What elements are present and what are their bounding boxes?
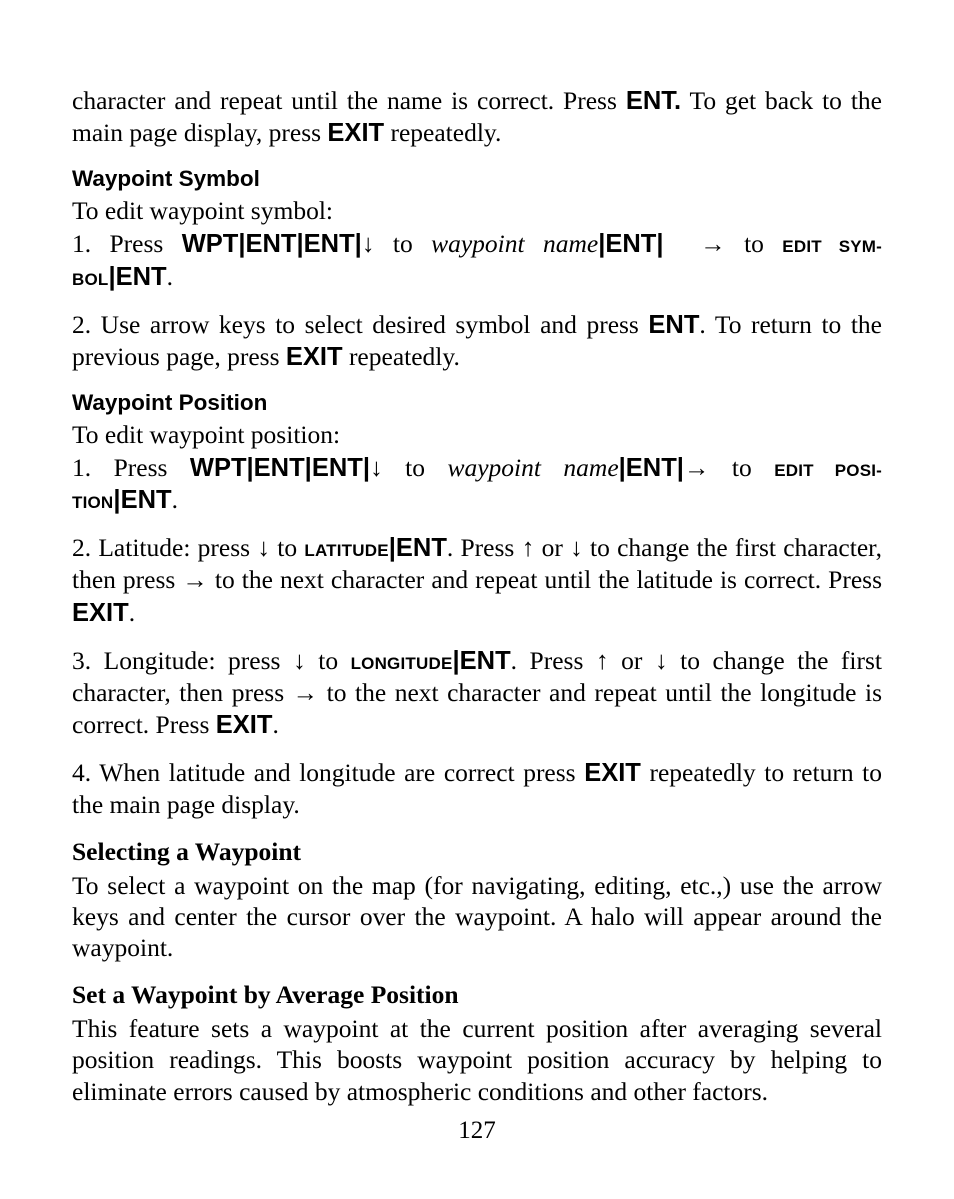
- pipe: |: [656, 230, 663, 258]
- arrow-up-icon: ↑: [596, 647, 609, 675]
- key-ent: ENT: [121, 486, 172, 514]
- arrow-up-icon: ↑: [522, 534, 535, 562]
- menu-latitude: Latitude: [304, 535, 388, 562]
- paragraph-selecting: To select a waypoint on the map (for nav…: [72, 870, 882, 963]
- pipe: |: [389, 534, 396, 562]
- key-ent: ENT: [116, 263, 167, 291]
- menu-edit-symbol-cont: bol: [72, 264, 108, 291]
- heading-waypoint-symbol: Waypoint Symbol: [72, 165, 882, 193]
- key-exit: EXIT: [216, 711, 273, 739]
- page-number: 127: [0, 1117, 954, 1145]
- key-ent: ENT.: [626, 87, 681, 115]
- text-position-intro: To edit waypoint position:: [72, 419, 882, 450]
- key-ent: ENT: [396, 534, 447, 562]
- arrow-right-icon: →: [700, 230, 726, 258]
- key-ent: ENT: [460, 647, 511, 675]
- pipe: |: [677, 454, 684, 482]
- text: 2. Use arrow keys to select desired symb…: [72, 310, 648, 339]
- key-ent: ENT: [312, 454, 363, 482]
- text: 1. Press: [72, 453, 190, 482]
- arrow-down-icon: ↓: [570, 534, 583, 562]
- arrow-down-icon: ↓: [293, 647, 306, 675]
- text: .: [272, 710, 278, 739]
- key-wpt: WPT: [190, 454, 247, 482]
- text: 2. Latitude: press: [72, 533, 257, 562]
- step-position-2: 2. Latitude: press ↓ to Latitude|ENT. Pr…: [72, 532, 882, 628]
- text: to the next character and repeat until t…: [208, 565, 882, 594]
- step-position-1-line1: 1. Press WPT|ENT|ENT|↓ to waypoint name|…: [72, 452, 882, 484]
- key-ent: ENT: [626, 454, 677, 482]
- heading-average-position: Set a Waypoint by Average Position: [72, 979, 882, 1011]
- step-position-3: 3. Longitude: press ↓ to Longitude|ENT. …: [72, 645, 882, 741]
- key-exit: EXIT: [584, 759, 641, 787]
- paragraph-intro: character and repeat until the name is c…: [72, 85, 882, 149]
- key-wpt: WPT: [182, 230, 239, 258]
- menu-edit-position-cont: tion: [72, 487, 113, 514]
- pipe: |: [363, 454, 370, 482]
- arrow-right-icon: →: [684, 454, 710, 482]
- step-symbol-1-line2: bol|ENT.: [72, 261, 882, 293]
- arrow-right-icon: →: [182, 566, 208, 594]
- step-symbol-1-line1: 1. Press WPT|ENT|ENT|↓ to waypoint name|…: [72, 228, 882, 260]
- key-ent: ENT: [304, 230, 355, 258]
- text: 4. When latitude and longitude are corre…: [72, 758, 584, 787]
- pipe: |: [619, 454, 626, 482]
- key-ent: ENT: [254, 454, 305, 482]
- text-waypoint-name: waypoint name: [431, 229, 598, 258]
- pipe: |: [108, 263, 115, 291]
- arrow-down-icon: ↓: [257, 534, 270, 562]
- pipe: |: [113, 486, 120, 514]
- text: 1. Press: [72, 229, 182, 258]
- text: or: [609, 646, 655, 675]
- step-symbol-2: 2. Use arrow keys to select desired symb…: [72, 309, 882, 373]
- pipe: |: [238, 230, 245, 258]
- arrow-down-icon: ↓: [362, 230, 375, 258]
- key-ent: ENT: [648, 311, 699, 339]
- text: 3. Longitude: press: [72, 646, 293, 675]
- text: or: [534, 533, 570, 562]
- text-symbol-intro: To edit waypoint symbol:: [72, 195, 882, 226]
- pipe: |: [355, 230, 362, 258]
- key-ent: ENT: [246, 230, 297, 258]
- menu-edit-position: Edit Posi-: [774, 455, 882, 482]
- pipe: |: [305, 454, 312, 482]
- text: . Press: [447, 533, 522, 562]
- heading-waypoint-position: Waypoint Position: [72, 389, 882, 417]
- key-ent: ENT: [605, 230, 656, 258]
- text: .: [167, 262, 173, 291]
- text: .: [129, 598, 135, 627]
- pipe: |: [453, 647, 460, 675]
- menu-longitude: Longitude: [351, 648, 453, 675]
- text: . Press: [511, 646, 596, 675]
- heading-selecting-waypoint: Selecting a Waypoint: [72, 836, 882, 868]
- text: repeatedly.: [343, 342, 460, 371]
- text: character and repeat until the name is c…: [72, 86, 626, 115]
- pipe: |: [297, 230, 304, 258]
- text: to: [405, 453, 447, 482]
- text: to: [393, 229, 431, 258]
- paragraph-average: This feature sets a waypoint at the curr…: [72, 1013, 882, 1106]
- text: repeatedly.: [384, 118, 501, 147]
- step-position-4: 4. When latitude and longitude are corre…: [72, 757, 882, 820]
- arrow-right-icon: →: [293, 679, 319, 707]
- manual-page: character and repeat until the name is c…: [0, 0, 954, 1199]
- text: .: [172, 485, 178, 514]
- text-waypoint-name: waypoint name: [447, 453, 618, 482]
- text: to: [732, 453, 774, 482]
- step-position-1-line2: tion|ENT.: [72, 484, 882, 516]
- text: to: [744, 229, 782, 258]
- key-exit: EXIT: [327, 119, 384, 147]
- menu-edit-symbol: Edit Sym-: [782, 231, 882, 258]
- pipe: |: [247, 454, 254, 482]
- arrow-down-icon: ↓: [370, 454, 383, 482]
- key-exit: EXIT: [72, 599, 129, 627]
- arrow-down-icon: ↓: [655, 647, 668, 675]
- key-exit: EXIT: [286, 343, 343, 371]
